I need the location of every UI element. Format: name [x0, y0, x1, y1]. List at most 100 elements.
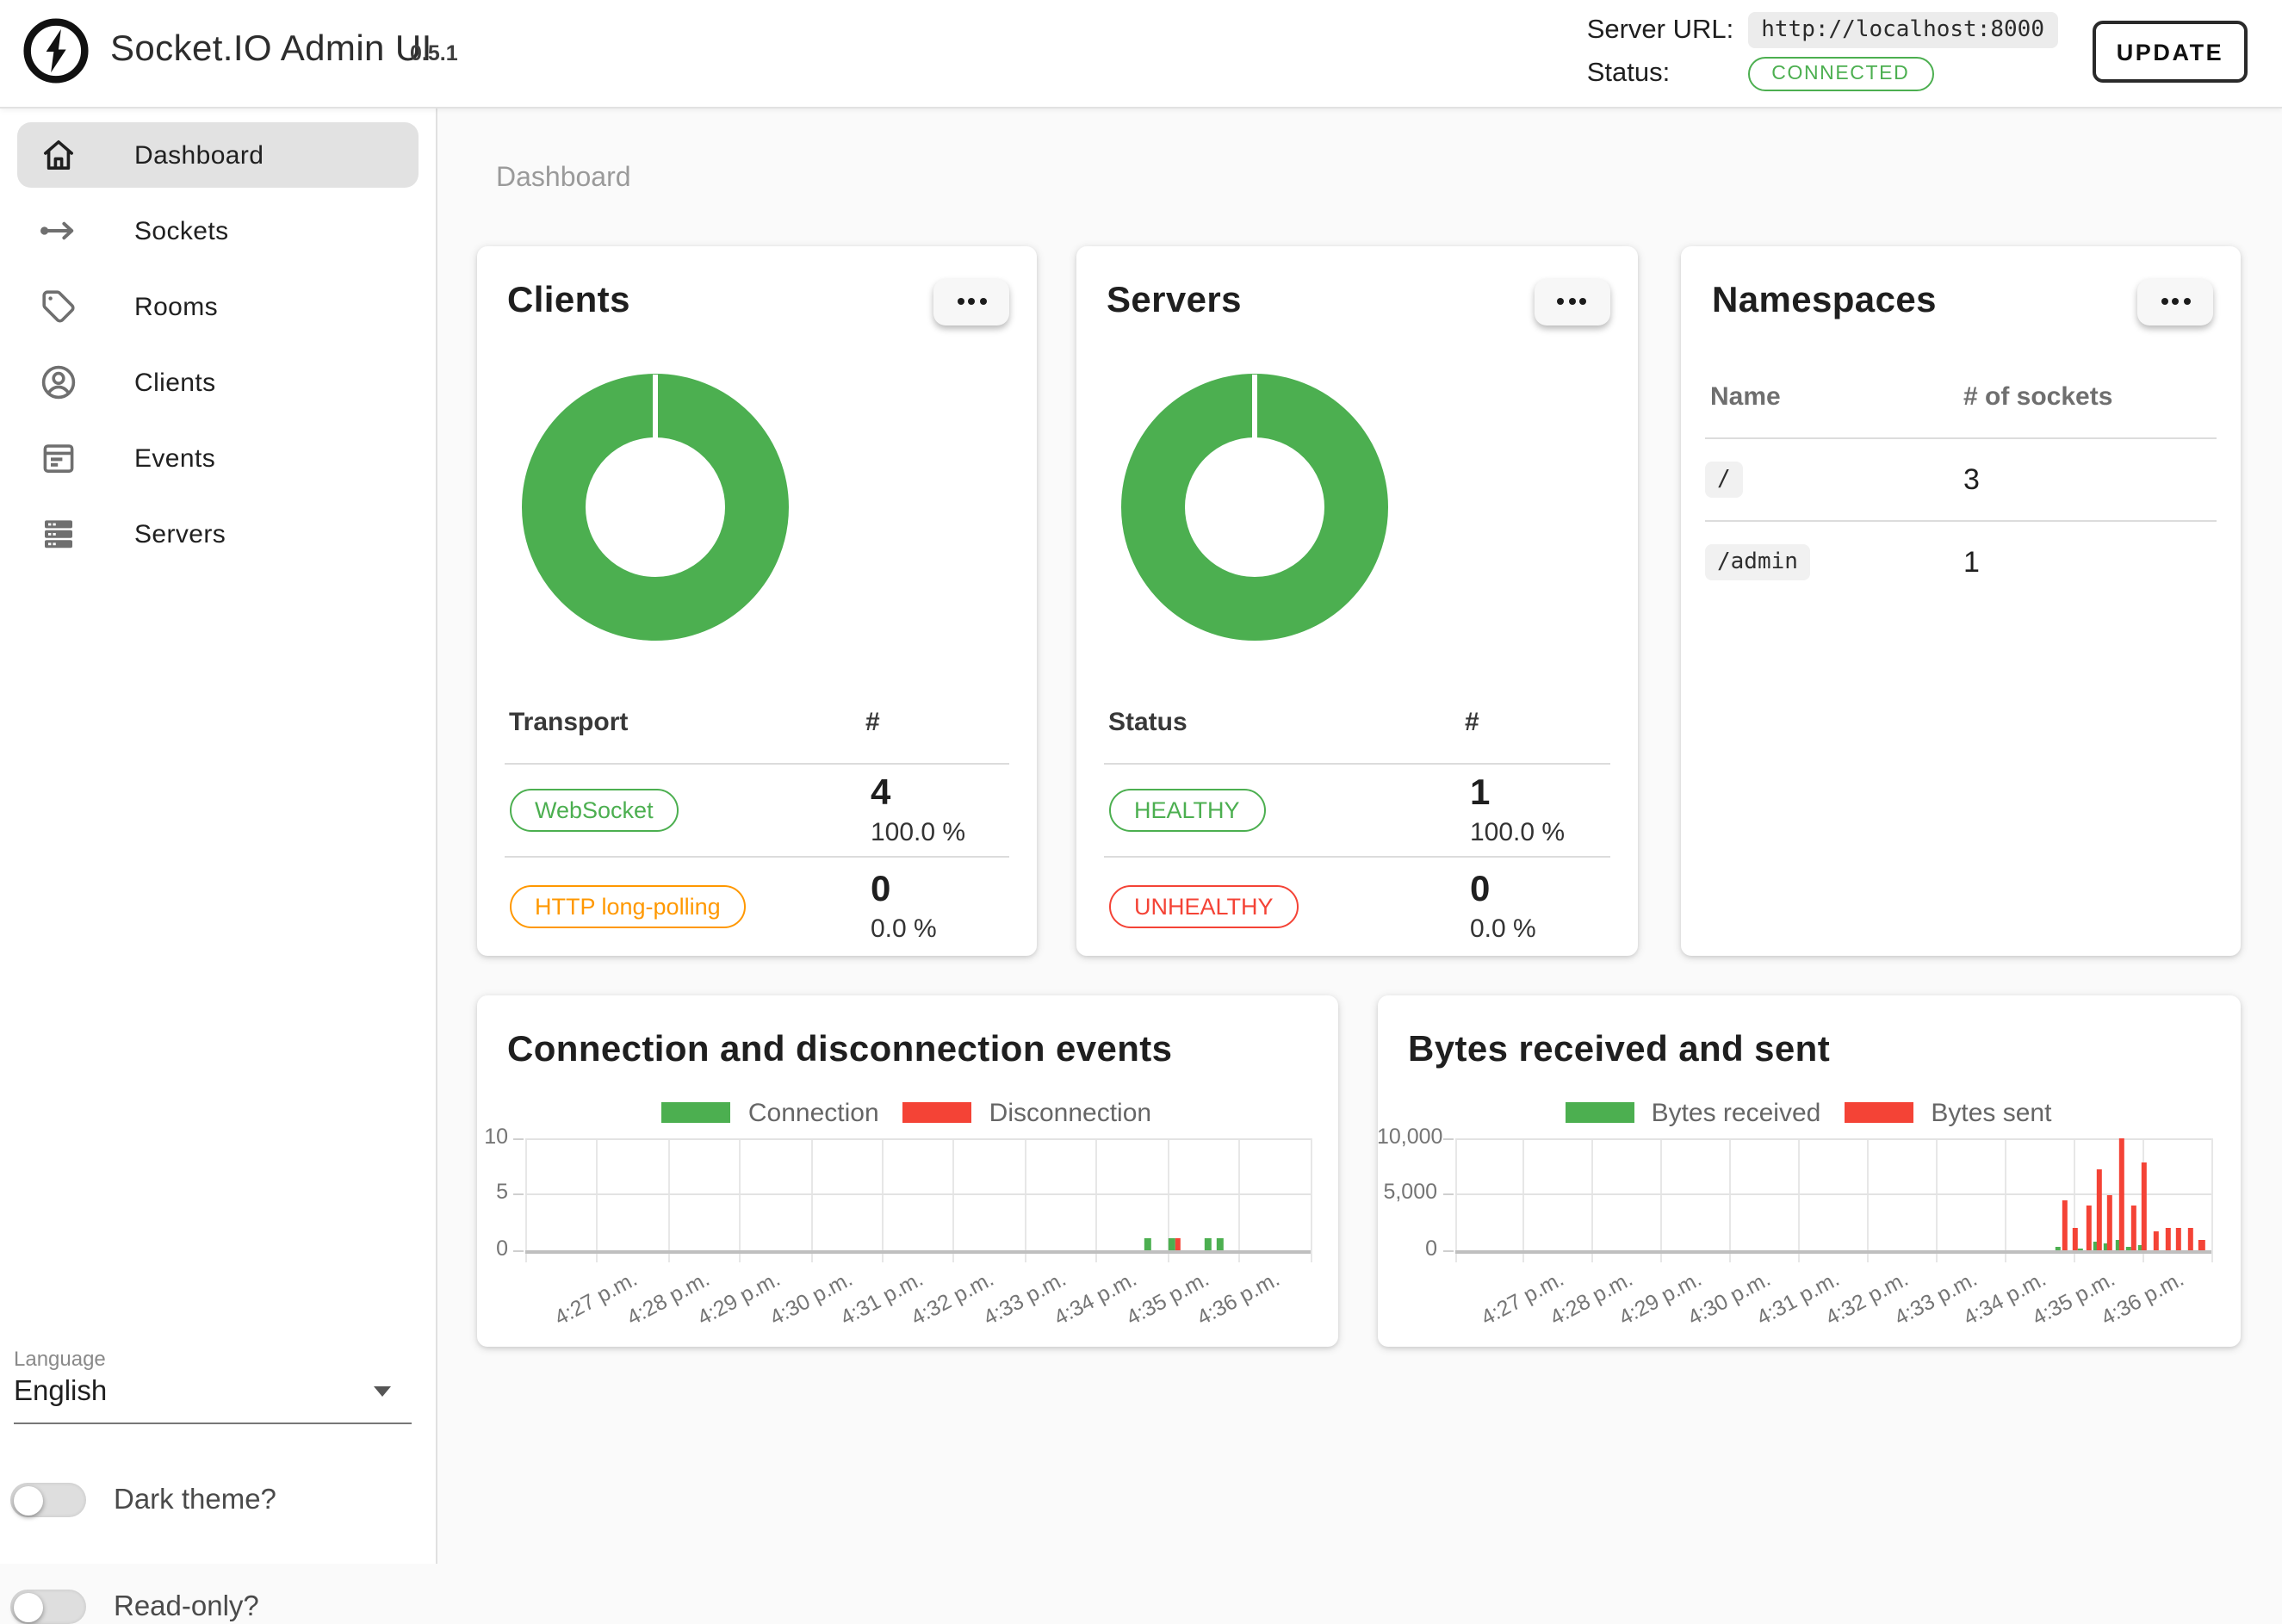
chevron-down-icon: [374, 1386, 391, 1397]
legend-item[interactable]: Bytes received: [1565, 1098, 1821, 1127]
ellipsis-icon: [2172, 298, 2179, 305]
clients-donut-chart: [521, 373, 788, 640]
percent-value: 100.0 %: [871, 817, 966, 847]
chart-bar: [2077, 1248, 2084, 1249]
sidebar-item-rooms[interactable]: Rooms: [17, 274, 419, 339]
clients-card: Clients Transport # WebSocket 4 100.0 % …: [476, 245, 1037, 955]
card-menu-button[interactable]: [933, 278, 1009, 325]
app-header: Socket.IO Admin UI 0.5.1 Server URL: htt…: [0, 0, 2282, 108]
chart-bar: [2164, 1227, 2171, 1249]
legend-item[interactable]: Bytes sent: [1845, 1098, 2051, 1127]
update-button[interactable]: UPDATE: [2093, 21, 2248, 83]
chart-bar: [1175, 1238, 1181, 1249]
legend-label: Bytes received: [1651, 1098, 1821, 1127]
table-row: HTTP long-polling 0 0.0 %: [504, 856, 1009, 957]
servers-card: Servers Status # HEALTHY 1 100.0 % UNHEA…: [1076, 245, 1637, 955]
chart-bar: [2093, 1241, 2099, 1249]
tag-icon: [38, 286, 79, 327]
legend-item[interactable]: Connection: [661, 1098, 879, 1127]
legend-label: Bytes sent: [1931, 1098, 2052, 1127]
status-badge: UNHEALTHY: [1108, 885, 1299, 929]
legend-swatch: [1565, 1101, 1634, 1124]
chart-bar: [1169, 1238, 1175, 1249]
chart-bar: [1144, 1238, 1150, 1249]
chart-bar: [2136, 1244, 2143, 1249]
chart-bar: [2153, 1231, 2160, 1249]
y-axis-tick-label: 10,000: [1377, 1124, 1443, 1148]
card-title: Clients: [507, 280, 630, 319]
legend-label: Connection: [747, 1098, 879, 1127]
percent-value: 0.0 %: [871, 914, 937, 944]
status-badge: CONNECTED: [1747, 57, 1934, 91]
sidebar-item-label: Dashboard: [134, 140, 264, 170]
percent-value: 0.0 %: [1470, 914, 1536, 944]
table-row[interactable]: /admin 1: [1705, 519, 2217, 604]
dark-theme-toggle-row: Dark theme?: [10, 1483, 276, 1517]
sidebar-item-sockets[interactable]: Sockets: [17, 198, 419, 263]
legend-item[interactable]: Disconnection: [902, 1098, 1152, 1127]
table-row: HEALTHY 1 100.0 %: [1103, 762, 1609, 858]
namespace-chip: /admin: [1705, 544, 1810, 580]
column-header: #: [865, 707, 880, 736]
table-row: UNHEALTHY 0 0.0 %: [1103, 856, 1609, 957]
chart-bar: [2198, 1240, 2205, 1249]
ellipsis-icon: [968, 298, 975, 305]
server-url-label: Server URL:: [1586, 15, 1734, 44]
dark-theme-switch[interactable]: [10, 1483, 86, 1517]
y-axis-tick-label: 5,000: [1383, 1180, 1437, 1204]
chart-bar: [2095, 1168, 2102, 1249]
socket-arrow-icon: [38, 210, 79, 251]
server-info: Server URL: http://localhost:8000 Status…: [1587, 12, 2058, 91]
y-axis-tick-label: 10: [484, 1124, 508, 1148]
sidebar-item-clients[interactable]: Clients: [17, 350, 419, 415]
chart-bar: [2062, 1199, 2068, 1249]
chart-bar: [2118, 1137, 2125, 1249]
legend-label: Disconnection: [989, 1098, 1152, 1127]
chart-bar: [2141, 1162, 2148, 1249]
transport-badge: HTTP long-polling: [509, 885, 747, 929]
language-label: Language: [14, 1347, 106, 1371]
card-menu-button[interactable]: [2137, 278, 2213, 325]
ellipsis-icon: [1579, 298, 1586, 305]
chart-bar: [2086, 1206, 2092, 1249]
switch-knob: [14, 1485, 43, 1515]
plot-area: 4:27 p.m. 4:28 p.m. 4:29 p.m. 4:30 p.m. 4:31…: [525, 1137, 1312, 1330]
card-menu-button[interactable]: [1534, 278, 1609, 325]
transport-badge: WebSocket: [509, 789, 679, 833]
chart-title: Connection and disconnection events: [507, 1029, 1173, 1069]
home-icon: [38, 134, 79, 176]
sidebar-item-label: Clients: [134, 368, 216, 397]
chart-bar: [1205, 1238, 1211, 1249]
dark-theme-label: Dark theme?: [114, 1484, 276, 1515]
ellipsis-icon: [2161, 298, 2167, 305]
sidebar-item-dashboard[interactable]: Dashboard: [17, 122, 419, 188]
count-value: 0: [871, 869, 891, 909]
namespace-chip: /: [1705, 462, 1743, 498]
table-row: WebSocket 4 100.0 %: [504, 762, 1009, 858]
count-value: 1: [1470, 772, 1491, 813]
chart-bar: [2114, 1239, 2121, 1249]
calendar-icon: [38, 437, 79, 479]
connection-events-card: Connection and disconnection events Conn…: [476, 995, 1337, 1346]
y-axis-tick-label: 5: [496, 1180, 508, 1204]
y-axis-tick-label: 0: [1425, 1236, 1437, 1260]
chart-bar: [2055, 1247, 2061, 1249]
status-label: Status:: [1586, 59, 1671, 88]
language-value: English: [14, 1376, 108, 1407]
legend-swatch: [1845, 1101, 1914, 1124]
socket-count: 3: [1963, 462, 1980, 495]
table-row[interactable]: / 3: [1705, 437, 2217, 521]
language-select[interactable]: English: [14, 1371, 412, 1424]
sidebar-item-servers[interactable]: Servers: [17, 501, 419, 567]
table-header: Name # of sockets: [1710, 381, 2217, 411]
column-header: Transport: [509, 707, 629, 736]
socketio-logo-icon: [23, 18, 89, 84]
card-title: Namespaces: [1712, 280, 1937, 319]
switch-knob: [14, 1592, 43, 1621]
sidebar-item-events[interactable]: Events: [17, 425, 419, 491]
main-content: Dashboard Clients Transport # WebSocket …: [436, 107, 2282, 1564]
chart-bar: [2186, 1227, 2193, 1249]
read-only-switch[interactable]: [10, 1590, 86, 1624]
ellipsis-icon: [2183, 298, 2190, 305]
breadcrumb: Dashboard: [496, 164, 631, 193]
